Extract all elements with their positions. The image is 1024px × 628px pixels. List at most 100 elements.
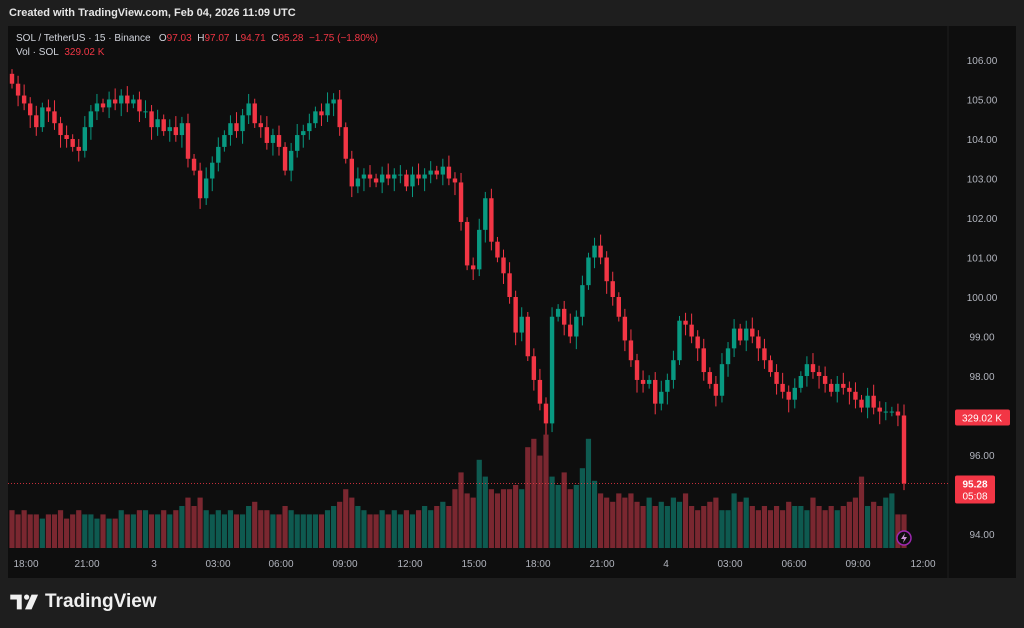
candle-body [871, 395, 876, 408]
volume-bar [858, 476, 865, 548]
candle-body [313, 111, 318, 124]
volume-bar [895, 514, 901, 548]
volume-bar [282, 506, 288, 548]
candle-body [349, 158, 355, 187]
volume-bar [215, 510, 221, 548]
volume-bar [822, 510, 828, 548]
candle-body [853, 391, 858, 400]
candle-body [58, 123, 63, 136]
candle-body [343, 127, 348, 159]
volume-bar [422, 506, 428, 548]
candle-body [634, 360, 640, 380]
candle-body [701, 348, 706, 373]
volume-bar [136, 510, 143, 548]
volume-bar [652, 506, 658, 548]
volume-bar [227, 510, 234, 548]
candle-body [422, 174, 427, 179]
volume-bar [233, 514, 240, 548]
x-tick-label: 09:00 [332, 559, 357, 570]
candlestick-chart[interactable]: 106.00 105.00 104.00 103.00 102.00 101.00 100.… [8, 26, 1016, 578]
candle-body [543, 403, 549, 424]
volume-bar [197, 497, 203, 548]
x-tick-label: 03:00 [717, 559, 742, 570]
candle-body [76, 146, 81, 151]
x-tick-label: 12:00 [910, 559, 935, 570]
candle-body [264, 127, 270, 143]
chart-panel[interactable]: 106.00 105.00 104.00 103.00 102.00 101.00 100.… [8, 26, 1016, 578]
candle-body [307, 123, 312, 132]
volume-bar [82, 514, 88, 548]
candle-body [531, 356, 537, 380]
volume-bar [258, 510, 264, 548]
candle-body [568, 324, 573, 337]
volume-bar [597, 493, 604, 548]
volume-bar [555, 485, 561, 548]
candle-body [762, 348, 767, 361]
volume-bar [725, 510, 731, 548]
volume-bar [203, 510, 209, 548]
volume-bar [761, 506, 768, 548]
volume-bar [252, 501, 258, 548]
volume-bar [428, 510, 434, 548]
candle-body [671, 360, 676, 380]
candle-body [155, 119, 160, 128]
volume-bar [288, 510, 294, 548]
volume-bar [792, 506, 798, 548]
volume-tag: 329.02 K [962, 413, 1002, 424]
tradingview-brand[interactable]: TradingView [10, 591, 157, 613]
volume-bar [367, 514, 373, 548]
high-label: H [197, 33, 205, 44]
candle-body [137, 99, 142, 112]
candle-body [319, 111, 324, 116]
volume-bar [871, 501, 877, 548]
candle-body [325, 103, 330, 116]
candle-body [744, 328, 749, 341]
volume-bar [276, 514, 282, 548]
candle-body [210, 162, 215, 179]
volume-bar [64, 518, 70, 548]
volume-bar [57, 510, 64, 548]
created-with-label: Created with TradingView.com, Feb 04, 20… [9, 7, 296, 19]
candle-body [88, 111, 94, 128]
candle-body [786, 391, 791, 400]
volume-bar [773, 506, 780, 548]
candle-body [52, 111, 57, 124]
x-tick-label: 03:00 [205, 559, 230, 570]
candle-body [895, 411, 901, 416]
volume-bar [816, 506, 822, 548]
candle-body [889, 411, 895, 413]
y-tick-label: 104.00 [967, 135, 998, 146]
volume-bar [300, 514, 306, 548]
candle-body [756, 336, 761, 349]
candle-body [586, 257, 591, 286]
volume-bar [482, 476, 488, 548]
x-tick-label: 21:00 [74, 559, 99, 570]
volume-bar [385, 514, 391, 548]
candle-body [288, 150, 294, 171]
volume-bar [591, 480, 598, 548]
open-value: 97.03 [166, 33, 192, 44]
x-tick-label: 21:00 [589, 559, 614, 570]
candle-body [507, 273, 512, 297]
volume-bar [39, 518, 45, 548]
top-bar: Created with TradingView.com, Feb 04, 20… [0, 0, 1024, 26]
candle-body [719, 364, 725, 396]
candle-body [143, 111, 148, 113]
volume-bar [561, 472, 567, 548]
y-tick-label: 99.00 [969, 333, 994, 344]
y-tick-label: 103.00 [967, 175, 998, 186]
candle-body [501, 257, 506, 274]
volume-bar [701, 506, 707, 548]
volume-bar [628, 493, 634, 548]
x-tick-label: 18:00 [13, 559, 38, 570]
candle-body [622, 316, 628, 341]
candle-body [780, 383, 785, 392]
candle-body [525, 316, 530, 357]
volume-bar [306, 514, 312, 548]
volume-bar [33, 514, 39, 548]
y-tick-label: 105.00 [967, 96, 998, 107]
candle-body [446, 166, 452, 179]
candle-body [731, 328, 737, 349]
volume-bar [767, 510, 774, 548]
volume-bar [616, 493, 622, 548]
